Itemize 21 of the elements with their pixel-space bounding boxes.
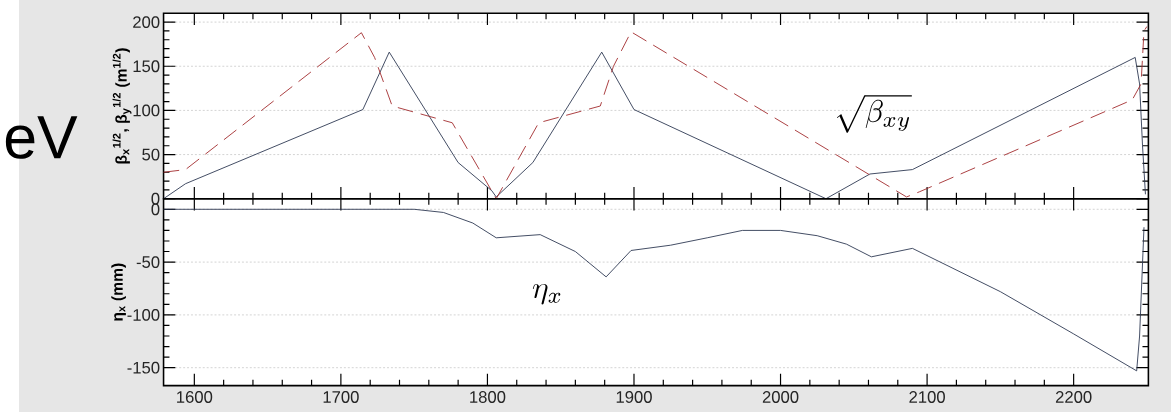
y-tick-label: 150 (133, 60, 160, 73)
y-tick-label: 100 (133, 104, 160, 117)
x-tick-label: 1600 (177, 390, 213, 403)
y-tick-label: 0 (151, 192, 160, 205)
annotation: $\sqrt{\beta_{xy}}$ (836, 95, 912, 133)
y-tick-label: -50 (136, 256, 160, 268)
y-tick-label: 0 (151, 203, 160, 216)
x-tick-label: 1900 (616, 390, 652, 403)
x-tick-label: 2100 (909, 390, 945, 403)
x-tick-label: 1700 (323, 390, 359, 403)
y-axis-title: η$_{x}$ (mm) (111, 263, 126, 321)
x-tick-label: 2200 (1055, 390, 1092, 403)
y-tick-label: -100 (127, 308, 160, 321)
annotation: $\eta_x$ (532, 283, 561, 305)
x-tick-label: 1800 (470, 390, 506, 403)
x-tick-label: 2000 (762, 390, 799, 403)
text: β$_{x}$$^{1/2}$, β$_{y}$$^{1/2}$ (m$^{1/2}$) (112, 48, 132, 164)
text: eV (5, 116, 78, 159)
y-tick-label: -150 (127, 361, 160, 374)
y-tick-label: 50 (142, 148, 160, 161)
y-tick-label: 200 (133, 16, 160, 28)
